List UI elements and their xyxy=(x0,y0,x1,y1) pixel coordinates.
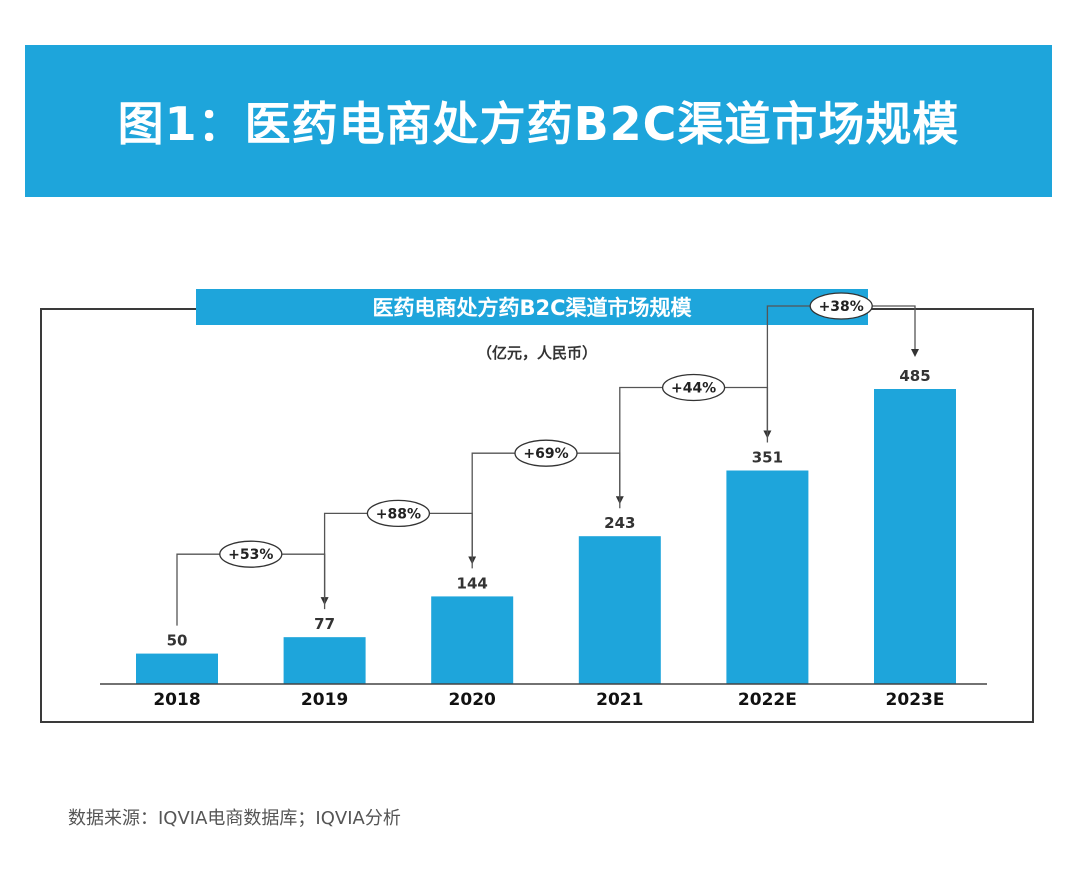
value-label-2018: 50 xyxy=(167,632,188,650)
growth-badge-3 xyxy=(514,439,578,467)
bar-2021 xyxy=(578,536,661,684)
chart-title-bar: 医药电商处方药B2C渠道市场规模 xyxy=(196,289,868,325)
growth-badge-1 xyxy=(219,540,283,568)
value-label-2022E: 351 xyxy=(752,449,783,467)
x-tick-label-2021: 2021 xyxy=(596,690,643,710)
source-note: 数据来源：IQVIA电商数据库；IQVIA分析 xyxy=(68,808,401,829)
growth-badge-5 xyxy=(809,292,873,320)
growth-label-1: +53% xyxy=(228,547,273,563)
x-tick-label-2020: 2020 xyxy=(449,690,496,710)
growth-badge-2 xyxy=(366,499,431,528)
bar-2023E xyxy=(874,389,956,684)
growth-label-4: +44% xyxy=(671,381,716,397)
chart-title: 医药电商处方药B2C渠道市场规模 xyxy=(372,296,692,320)
chart-unit-label: （亿元，人民币） xyxy=(476,344,597,362)
value-label-2019: 77 xyxy=(314,615,335,633)
x-tick-label-2018: 2018 xyxy=(153,690,200,710)
growth-label-2: +88% xyxy=(376,506,421,522)
value-label-2020: 144 xyxy=(457,574,488,592)
bar-2022E xyxy=(726,470,809,684)
x-tick-label-2022E: 2022E xyxy=(738,690,797,710)
growth-badge-4 xyxy=(661,373,726,402)
bar-2018 xyxy=(136,653,218,684)
page-title: 图1：医药电商处方药B2C渠道市场规模 xyxy=(117,97,960,151)
bar-2020 xyxy=(431,596,514,684)
x-tick-label-2023E: 2023E xyxy=(886,690,945,710)
value-label-2021: 243 xyxy=(604,514,635,532)
value-label-2023E: 485 xyxy=(899,367,930,385)
bar-2019 xyxy=(283,637,366,684)
growth-connector-2 xyxy=(323,512,477,610)
growth-label-5: +38% xyxy=(819,299,864,315)
x-tick-label-2019: 2019 xyxy=(301,690,348,710)
header-banner: 图1：医药电商处方药B2C渠道市场规模 xyxy=(25,45,1052,197)
growth-label-3: +69% xyxy=(523,446,568,462)
